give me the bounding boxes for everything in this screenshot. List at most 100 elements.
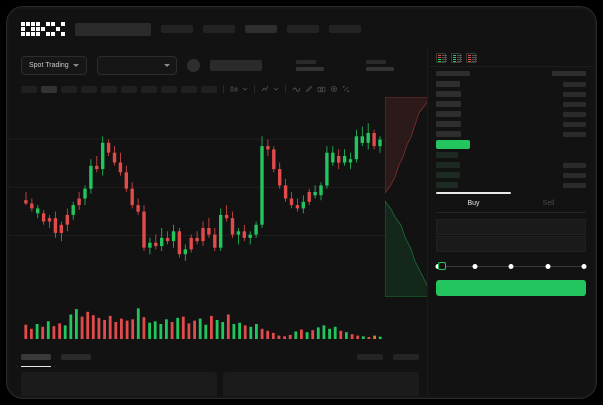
toolbar-divider bbox=[223, 85, 224, 93]
order-book-bar bbox=[436, 172, 460, 178]
nav-item-2[interactable] bbox=[203, 25, 235, 33]
icon-bars bbox=[442, 54, 447, 62]
stat-label bbox=[365, 59, 386, 64]
current-price-highlight bbox=[436, 140, 470, 149]
timeframe-button-5[interactable] bbox=[101, 85, 117, 93]
order-book-list[interactable] bbox=[428, 67, 594, 190]
spot-trading-dropdown[interactable]: Spot Trading bbox=[21, 55, 87, 75]
order-book-quantity bbox=[563, 172, 586, 178]
stat-value bbox=[295, 66, 324, 71]
tab-action-2[interactable] bbox=[393, 354, 419, 360]
timeframe-button-7[interactable] bbox=[141, 85, 157, 93]
gear-icon[interactable] bbox=[330, 85, 338, 93]
order-book-quantity bbox=[563, 111, 586, 117]
order-book-ask-row[interactable] bbox=[436, 79, 586, 89]
tab-open-orders[interactable] bbox=[21, 354, 51, 367]
pencil-icon[interactable] bbox=[305, 85, 313, 93]
order-book-ask-row[interactable] bbox=[436, 109, 586, 119]
order-book-current-price-row[interactable] bbox=[436, 139, 586, 150]
line-tool-icon[interactable] bbox=[292, 85, 301, 93]
order-book-ask-row[interactable] bbox=[436, 119, 586, 129]
order-book-both-icon[interactable] bbox=[436, 52, 447, 63]
orders-tab-bar bbox=[9, 347, 431, 367]
percent-slider[interactable] bbox=[435, 262, 587, 272]
toolbar-divider bbox=[285, 85, 286, 93]
timeframe-button-9[interactable] bbox=[181, 85, 197, 93]
order-book-quantity bbox=[563, 101, 586, 107]
order-book-bar bbox=[436, 182, 458, 188]
stat-label bbox=[295, 59, 316, 64]
nav-item-4[interactable] bbox=[287, 25, 319, 33]
column-header-price bbox=[436, 71, 470, 76]
slider-stop-75[interactable] bbox=[545, 263, 550, 269]
timeframe-button-8[interactable] bbox=[161, 85, 177, 93]
order-book-bid-row[interactable] bbox=[436, 160, 586, 170]
order-book-quantity bbox=[563, 81, 586, 87]
slider-stop-100[interactable] bbox=[581, 263, 587, 269]
order-entry-fields bbox=[428, 213, 594, 252]
icon-bars bbox=[468, 54, 471, 62]
order-book-bid-row[interactable] bbox=[436, 180, 586, 190]
trading-app-surface: Spot Trading bbox=[9, 9, 594, 396]
pair-avatar bbox=[186, 58, 200, 72]
order-book-view-toggle bbox=[428, 49, 594, 67]
timeframe-button-6[interactable] bbox=[121, 85, 137, 93]
nav-item-5[interactable] bbox=[329, 25, 361, 33]
order-book-bid-row[interactable] bbox=[436, 170, 586, 180]
okx-logo-icon[interactable] bbox=[21, 22, 65, 36]
order-book-ask-row[interactable] bbox=[436, 99, 586, 109]
chevron-down-icon bbox=[72, 63, 79, 67]
toolbar-divider bbox=[254, 85, 255, 93]
slider-handle[interactable] bbox=[438, 262, 446, 270]
order-book-bar bbox=[436, 131, 461, 137]
tab-sell[interactable]: Sell bbox=[542, 200, 555, 207]
order-book-bid-row[interactable] bbox=[436, 150, 586, 160]
amount-field[interactable] bbox=[436, 236, 586, 252]
order-book-bar bbox=[436, 91, 461, 97]
search-input[interactable] bbox=[75, 22, 151, 36]
pair-dropdown[interactable] bbox=[96, 55, 177, 75]
stat-block-1 bbox=[295, 59, 324, 71]
order-book-asks-icon[interactable] bbox=[466, 52, 477, 63]
orders-panel-right[interactable] bbox=[223, 372, 419, 396]
buy-submit-button[interactable] bbox=[436, 280, 586, 296]
nav-item-1[interactable] bbox=[161, 25, 193, 33]
order-book-bar bbox=[436, 162, 460, 168]
timeframe-button-10[interactable] bbox=[201, 85, 217, 93]
tab-action-1[interactable] bbox=[357, 354, 383, 360]
timeframe-button-1[interactable] bbox=[21, 85, 37, 93]
order-book-bar bbox=[436, 81, 460, 87]
volume-histogram[interactable] bbox=[9, 297, 431, 347]
tab-order-history[interactable] bbox=[61, 354, 91, 360]
icon-bars bbox=[457, 54, 462, 62]
order-book-quantity bbox=[563, 182, 586, 188]
order-book-ask-row[interactable] bbox=[436, 129, 586, 139]
indicators-icon[interactable] bbox=[261, 85, 269, 93]
timeframe-button-4[interactable] bbox=[81, 85, 97, 93]
timeframe-button-2[interactable] bbox=[41, 85, 57, 93]
candlestick-chart-icon[interactable] bbox=[230, 85, 238, 93]
nav-item-3[interactable] bbox=[245, 25, 277, 33]
fullscreen-icon[interactable] bbox=[342, 85, 350, 93]
candlestick-svg bbox=[9, 123, 387, 261]
logo-glyph-k bbox=[36, 22, 50, 36]
camera-icon[interactable] bbox=[317, 85, 326, 93]
timeframe-button-3[interactable] bbox=[61, 85, 77, 93]
pair-name-label bbox=[209, 59, 262, 71]
order-book-panel: Buy Sell bbox=[427, 49, 594, 396]
order-book-ask-row[interactable] bbox=[436, 89, 586, 99]
chevron-down-icon[interactable] bbox=[242, 86, 248, 92]
chevron-down-icon[interactable] bbox=[273, 86, 279, 92]
device-frame: Spot Trading bbox=[7, 7, 596, 398]
price-field[interactable] bbox=[436, 219, 586, 235]
order-book-bids-icon[interactable] bbox=[451, 52, 462, 63]
spot-trading-label: Spot Trading bbox=[29, 61, 69, 69]
orders-panel-left[interactable] bbox=[21, 372, 217, 396]
price-chart[interactable] bbox=[9, 97, 431, 297]
chevron-down-icon bbox=[163, 63, 170, 67]
slider-stop-25[interactable] bbox=[472, 263, 477, 269]
chart-toolbar bbox=[9, 81, 431, 97]
stat-block-2 bbox=[365, 59, 394, 71]
tab-buy[interactable]: Buy bbox=[436, 192, 511, 212]
slider-stop-50[interactable] bbox=[508, 263, 514, 269]
